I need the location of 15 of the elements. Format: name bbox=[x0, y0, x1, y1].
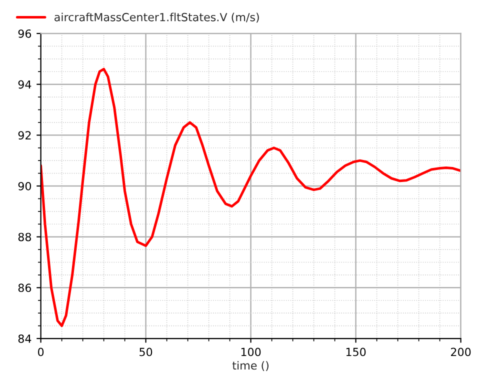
y-tick-label: 94 bbox=[18, 80, 32, 89]
y-tick-label: 96 bbox=[18, 29, 32, 38]
x-tick-label: 50 bbox=[140, 348, 152, 356]
y-tick-label: 90 bbox=[18, 182, 32, 190]
line-series bbox=[40, 68, 461, 328]
x-tick-label: 200 bbox=[451, 348, 471, 356]
y-tick-label: 86 bbox=[18, 284, 32, 292]
x-tick-label: 0 bbox=[38, 348, 44, 356]
y-tick-label: 84 bbox=[18, 334, 32, 343]
legend-label: aircraftMassCenter1.fltStates.V (m/s) bbox=[54, 12, 259, 23]
x-axis-title: time () bbox=[232, 361, 268, 371]
x-tick-label: 100 bbox=[241, 348, 261, 356]
x-tick-label: 150 bbox=[346, 348, 366, 356]
y-tick-label: 88 bbox=[18, 232, 32, 242]
y-tick-label: 92 bbox=[18, 131, 31, 140]
